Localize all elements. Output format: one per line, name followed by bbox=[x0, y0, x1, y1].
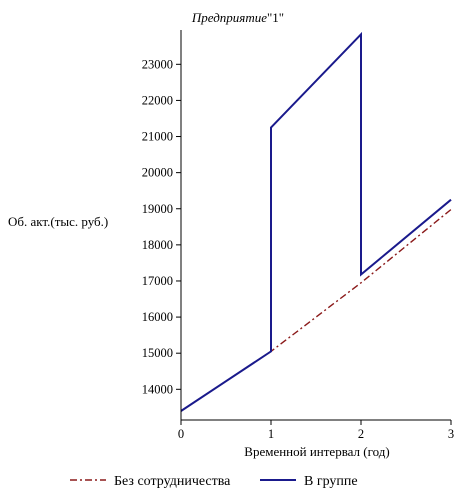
series-line-1 bbox=[180, 208, 452, 412]
y-tick-label: 15000 bbox=[142, 346, 173, 360]
y-tick-label: 17000 bbox=[142, 274, 173, 288]
legend-label-2: В группе bbox=[304, 474, 358, 489]
axes: 14000 15000 16000 17000 18000 19000 20000 21000… bbox=[142, 30, 454, 441]
series-line-2 bbox=[180, 31, 452, 412]
x-tick-label: 0 bbox=[178, 427, 184, 441]
y-tick-label: 14000 bbox=[142, 382, 173, 396]
y-tick-label: 22000 bbox=[142, 93, 173, 107]
x-axis-label: Временной интервал (год) bbox=[244, 444, 389, 459]
legend: Без сотрудничества В группе bbox=[70, 474, 358, 489]
chart-title-text: Предприятие bbox=[191, 10, 267, 25]
y-tick-label: 23000 bbox=[142, 57, 173, 71]
chart-title: Предприятие"1" bbox=[191, 10, 284, 25]
y-tick-label: 19000 bbox=[142, 202, 173, 216]
y-tick-label: 18000 bbox=[142, 238, 173, 252]
x-tick-label: 2 bbox=[358, 427, 364, 441]
x-tick-label: 1 bbox=[268, 427, 274, 441]
y-axis-label: Об. акт.(тыс. руб.) bbox=[8, 214, 108, 229]
y-tick-label: 20000 bbox=[142, 166, 173, 180]
plot-area bbox=[180, 31, 452, 412]
legend-label-1: Без сотрудничества bbox=[114, 474, 231, 489]
y-tick-label: 16000 bbox=[142, 310, 173, 324]
chart-title-suffix: "1" bbox=[267, 10, 284, 25]
x-tick-label: 3 bbox=[448, 427, 454, 441]
y-tick-label: 21000 bbox=[142, 130, 173, 144]
